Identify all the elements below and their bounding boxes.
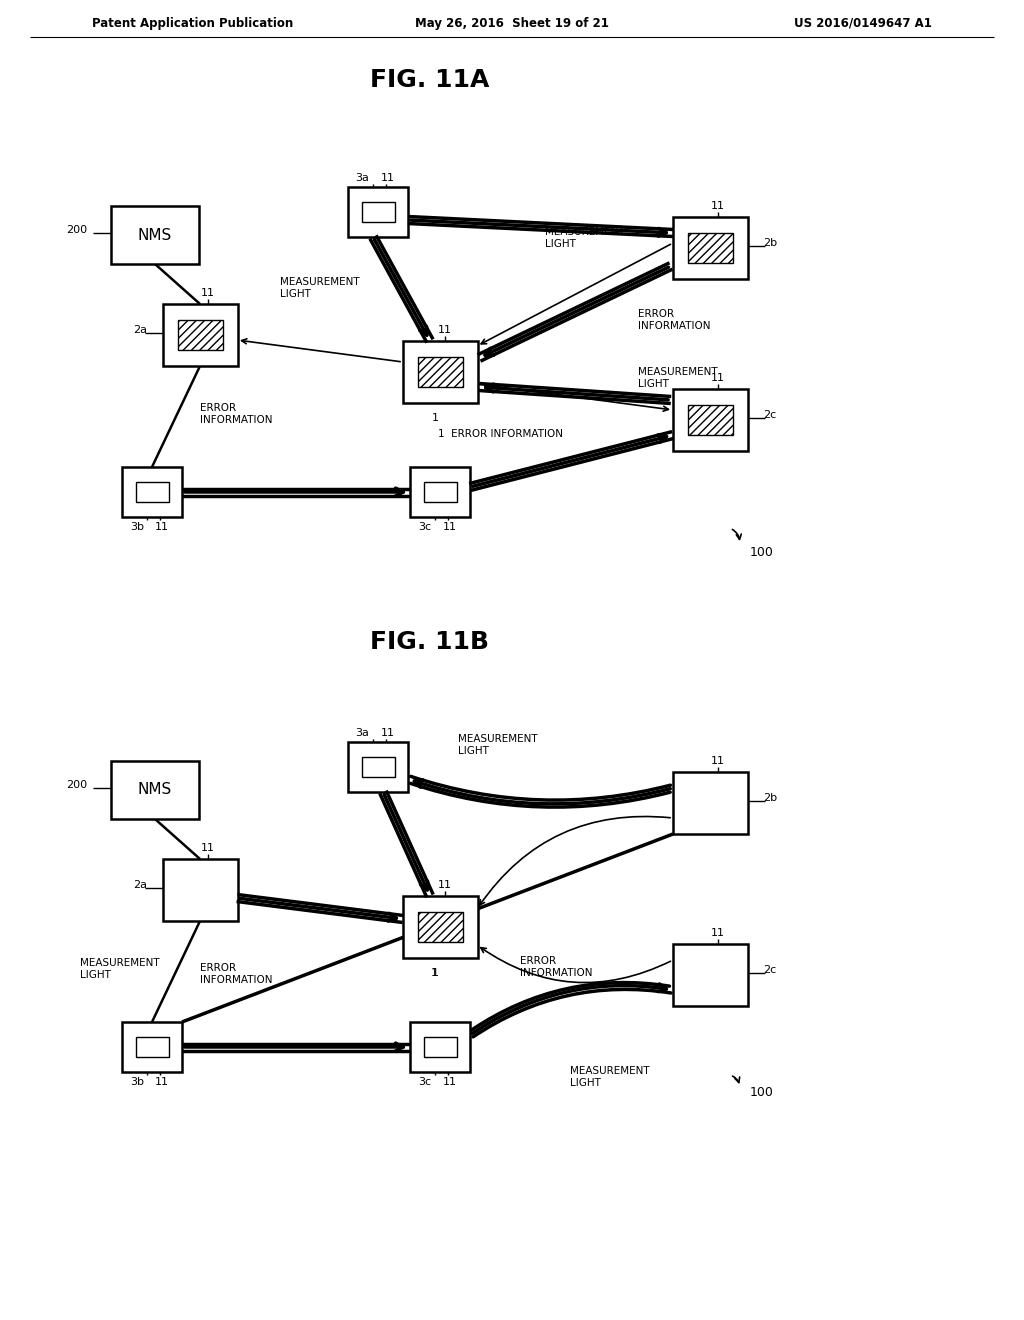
Text: MEASUREMENT
LIGHT: MEASUREMENT LIGHT (80, 958, 160, 979)
Bar (418, 358, 463, 387)
Text: 11: 11 (711, 374, 725, 383)
Bar (673, 944, 748, 1006)
Text: 11: 11 (711, 201, 725, 211)
Bar (348, 742, 408, 792)
Text: 3c: 3c (419, 521, 431, 532)
Text: 200: 200 (66, 780, 87, 789)
Bar (135, 1038, 169, 1057)
Text: 1: 1 (430, 968, 437, 978)
Text: ERROR
INFORMATION: ERROR INFORMATION (200, 964, 272, 985)
Text: ERROR
INFORMATION: ERROR INFORMATION (520, 956, 593, 978)
Text: 2b: 2b (763, 793, 777, 803)
Bar (687, 234, 732, 263)
Text: 2a: 2a (133, 880, 147, 890)
Text: MEASUREMENT
LIGHT: MEASUREMENT LIGHT (570, 1067, 649, 1088)
Text: MEASUREMENT
LIGHT: MEASUREMENT LIGHT (545, 227, 625, 248)
Bar (687, 405, 732, 434)
Text: 2a: 2a (133, 325, 147, 335)
Text: US 2016/0149647 A1: US 2016/0149647 A1 (795, 16, 932, 29)
Bar (418, 912, 463, 942)
Bar (361, 756, 394, 777)
Text: FIG. 11A: FIG. 11A (371, 69, 489, 92)
Text: 100: 100 (750, 1085, 774, 1098)
Text: 11: 11 (443, 521, 457, 532)
Text: 3a: 3a (355, 729, 369, 738)
Text: 11: 11 (711, 756, 725, 766)
Text: MEASUREMENT
LIGHT: MEASUREMENT LIGHT (638, 367, 718, 389)
Text: 11: 11 (438, 325, 452, 335)
Bar (410, 467, 470, 517)
Text: 3a: 3a (355, 173, 369, 183)
Text: FIG. 11B: FIG. 11B (371, 630, 489, 653)
Text: 11: 11 (438, 880, 452, 890)
Text: 1: 1 (431, 968, 438, 978)
Text: 1: 1 (431, 413, 438, 422)
Text: 11: 11 (711, 928, 725, 939)
Bar (424, 1038, 457, 1057)
Bar (410, 1022, 470, 1072)
Text: 11: 11 (201, 843, 215, 853)
Text: 11: 11 (381, 729, 395, 738)
Bar (673, 772, 748, 834)
Text: MEASUREMENT
LIGHT: MEASUREMENT LIGHT (280, 277, 359, 298)
Bar (135, 482, 169, 502)
Text: May 26, 2016  Sheet 19 of 21: May 26, 2016 Sheet 19 of 21 (415, 16, 609, 29)
Bar (111, 762, 199, 818)
Bar (163, 859, 238, 921)
Bar (122, 467, 182, 517)
Bar (111, 206, 199, 264)
Text: ERROR
INFORMATION: ERROR INFORMATION (200, 403, 272, 425)
Text: 11: 11 (155, 1077, 169, 1086)
Text: 100: 100 (750, 545, 774, 558)
Text: NMS: NMS (138, 227, 172, 243)
Text: 2c: 2c (763, 965, 776, 975)
Bar (348, 187, 408, 238)
Bar (673, 389, 748, 451)
Text: 200: 200 (66, 224, 87, 235)
Bar (424, 482, 457, 502)
Text: 11: 11 (201, 288, 215, 298)
Text: 2b: 2b (763, 238, 777, 248)
Text: 11: 11 (381, 173, 395, 183)
Bar (163, 304, 238, 366)
Text: 3b: 3b (130, 521, 144, 532)
Text: 1  ERROR INFORMATION: 1 ERROR INFORMATION (438, 429, 563, 440)
Bar (361, 202, 394, 222)
Text: 11: 11 (443, 1077, 457, 1086)
Text: Patent Application Publication: Patent Application Publication (92, 16, 293, 29)
Text: 3b: 3b (130, 1077, 144, 1086)
Text: MEASUREMENT
LIGHT: MEASUREMENT LIGHT (458, 734, 538, 756)
Bar (402, 896, 477, 958)
Text: ERROR
INFORMATION: ERROR INFORMATION (638, 309, 711, 331)
Bar (673, 216, 748, 279)
Bar (122, 1022, 182, 1072)
Bar (402, 341, 477, 403)
Text: NMS: NMS (138, 783, 172, 797)
Text: 11: 11 (155, 521, 169, 532)
Text: 2c: 2c (763, 411, 776, 420)
Text: 3c: 3c (419, 1077, 431, 1086)
Bar (177, 321, 222, 350)
